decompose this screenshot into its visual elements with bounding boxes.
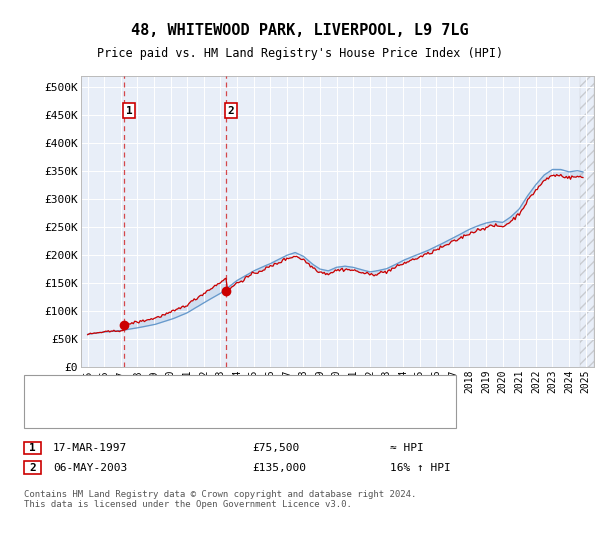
Text: 48, WHITEWOOD PARK, LIVERPOOL, L9 7LG (detached house): 48, WHITEWOOD PARK, LIVERPOOL, L9 7LG (d… — [81, 385, 419, 395]
Text: HPI: Average price, detached house, Liverpool: HPI: Average price, detached house, Live… — [81, 408, 362, 418]
Text: 17-MAR-1997: 17-MAR-1997 — [53, 443, 127, 453]
Text: £135,000: £135,000 — [252, 463, 306, 473]
Text: ≈ HPI: ≈ HPI — [390, 443, 424, 453]
Text: 48, WHITEWOOD PARK, LIVERPOOL, L9 7LG: 48, WHITEWOOD PARK, LIVERPOOL, L9 7LG — [131, 24, 469, 38]
Text: 2: 2 — [29, 463, 36, 473]
Text: 2: 2 — [228, 105, 235, 115]
Text: 16% ↑ HPI: 16% ↑ HPI — [390, 463, 451, 473]
Text: 1: 1 — [29, 443, 36, 453]
Text: 1: 1 — [126, 105, 133, 115]
Text: £75,500: £75,500 — [252, 443, 299, 453]
Text: Price paid vs. HM Land Registry's House Price Index (HPI): Price paid vs. HM Land Registry's House … — [97, 46, 503, 60]
Text: 06-MAY-2003: 06-MAY-2003 — [53, 463, 127, 473]
Text: Contains HM Land Registry data © Crown copyright and database right 2024.
This d: Contains HM Land Registry data © Crown c… — [24, 490, 416, 510]
